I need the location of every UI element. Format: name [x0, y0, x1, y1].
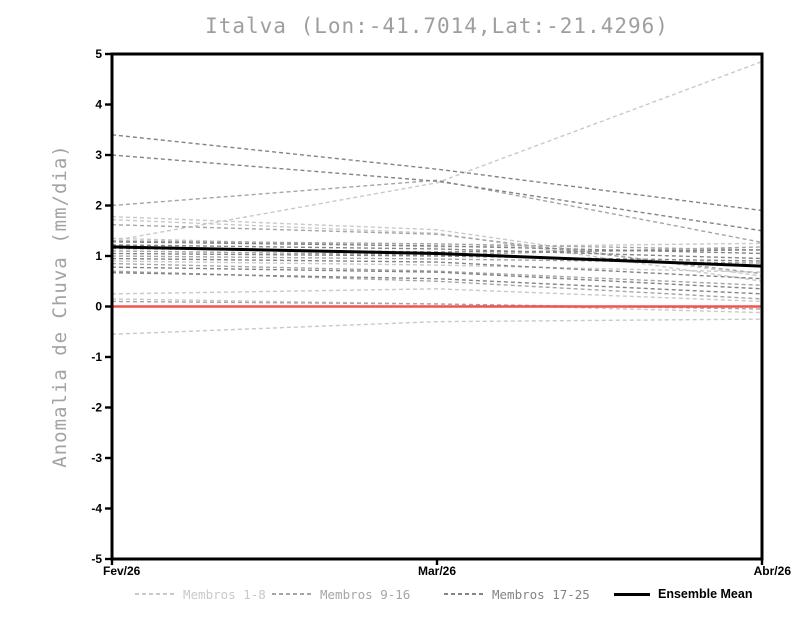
x-tick-label: Fev/26: [103, 564, 141, 578]
member-line-series-2: [111, 244, 763, 260]
member-line-series-0: [111, 318, 763, 335]
y-tick-label: 2: [95, 199, 102, 213]
ensemble-mean-line: [111, 245, 763, 268]
chart-title: Italva (Lon:-41.7014,Lat:-21.4296): [205, 14, 669, 38]
y-tick-label: -4: [91, 502, 102, 516]
member-line-series-1: [111, 223, 763, 275]
y-tick-label: 3: [95, 148, 102, 162]
member-line-series-2: [111, 266, 763, 290]
y-tick-label: -1: [91, 350, 102, 364]
legend-item-members-9-16: Membros 9-16: [272, 586, 411, 602]
legend-label: Ensemble Mean: [658, 587, 753, 601]
y-tick-label: -5: [91, 552, 102, 566]
legend-label: Membros 17-25: [492, 586, 590, 602]
y-tick-label: -3: [91, 451, 102, 465]
y-tick-label: -2: [91, 401, 102, 415]
member-line-series-0: [111, 288, 763, 303]
x-tick-label: Mar/26: [418, 564, 456, 578]
member-line-series-0: [111, 215, 763, 277]
legend-label: Membros 1-8: [183, 586, 266, 602]
legend-item-ensemble-mean: Ensemble Mean: [614, 587, 752, 601]
x-tick-label: Abr/26: [754, 564, 792, 578]
legend: Membros 1-8 Membros 9-16 Membros 17-25 E…: [0, 587, 800, 607]
member-line-series-2: [111, 271, 763, 295]
member-line-series-2: [111, 134, 763, 212]
member-line-series-1: [111, 246, 763, 256]
legend-item-members-17-25: Membros 17-25: [444, 586, 590, 602]
member-line-series-0: [111, 218, 763, 282]
dashed-line-sample-icon: [135, 593, 175, 595]
dashed-line-sample-icon: [272, 593, 312, 595]
solid-line-sample-icon: [614, 592, 650, 596]
member-line-series-1: [111, 262, 763, 286]
legend-label: Membros 9-16: [320, 586, 411, 602]
member-line-series-1: [111, 270, 763, 300]
legend-item-members-1-8: Membros 1-8: [135, 586, 266, 602]
y-tick-label: 0: [95, 300, 102, 314]
member-line-series-1: [111, 240, 763, 251]
y-tick-label: 4: [95, 98, 102, 112]
member-line-series-2: [111, 252, 763, 262]
y-tick-label: 1: [95, 249, 102, 263]
member-line-series-2: [111, 154, 763, 232]
member-line-series-1: [111, 179, 763, 244]
member-line-series-2: [111, 257, 763, 280]
y-tick-label: 5: [95, 47, 102, 61]
member-line-series-0: [111, 60, 763, 242]
member-line-series-1: [111, 300, 763, 310]
dashed-line-sample-icon: [444, 593, 484, 595]
member-line-series-0: [111, 260, 763, 273]
